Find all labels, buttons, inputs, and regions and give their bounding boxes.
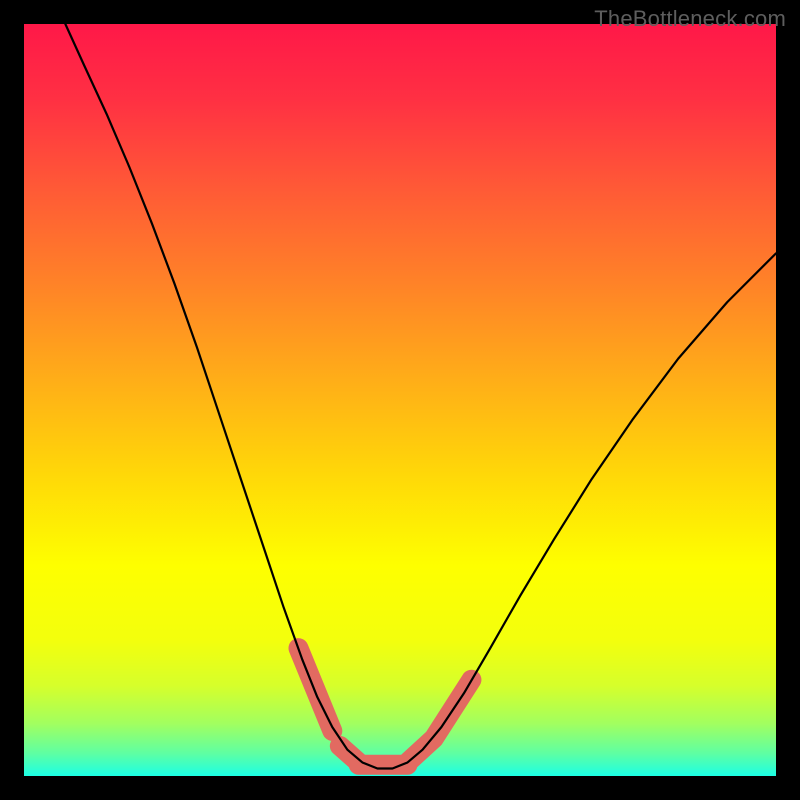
highlight-stroke xyxy=(298,648,471,765)
plot-area xyxy=(24,24,776,776)
bottleneck-curve xyxy=(65,24,776,768)
watermark-text: TheBottleneck.com xyxy=(594,6,786,32)
chart-frame: TheBottleneck.com xyxy=(0,0,800,800)
plot-svg xyxy=(24,24,776,776)
